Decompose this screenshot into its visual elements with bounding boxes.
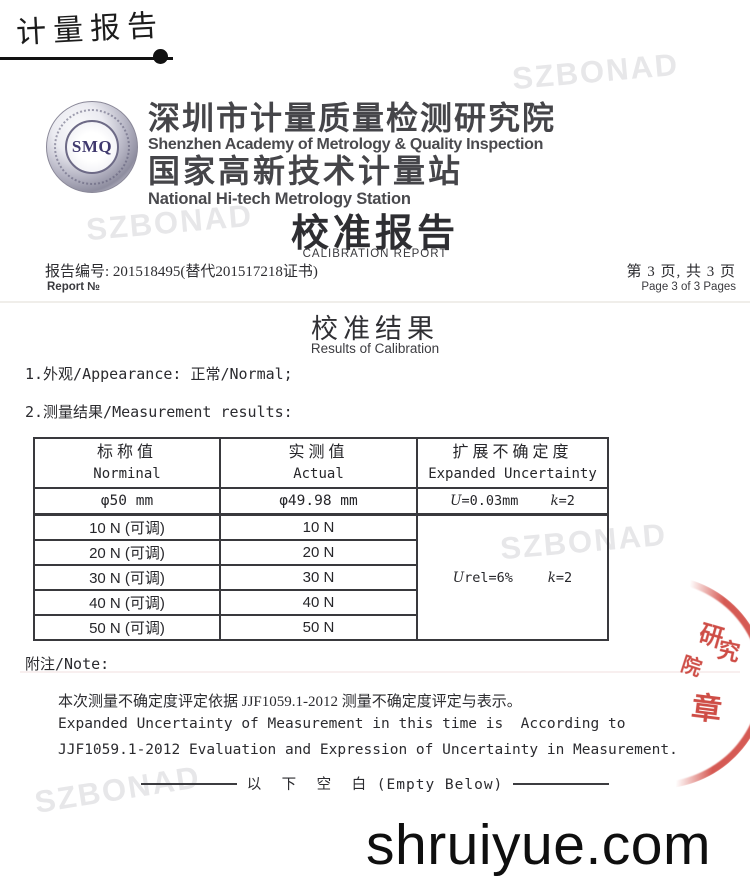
divider-dash-right [513, 782, 610, 785]
handwritten-dot [153, 49, 168, 64]
measurement-results-table: 标称值 Norminal 实测值 Actual 扩展不确定度 Expanded … [33, 437, 609, 641]
header-uncertainty-cn: 扩展不确定度 [452, 444, 573, 461]
force-nominal: 50 N (可调) [33, 614, 221, 641]
handwritten-title: 计量报告 [15, 9, 165, 50]
smq-logo-icon: SMQ [46, 101, 138, 193]
table-row-force: 50 N (可调) 50 N [33, 614, 608, 641]
report-number-label-en: Report № [47, 281, 101, 293]
diameter-nominal: φ50 mm [33, 487, 221, 516]
table-header-row: 标称值 Norminal 实测值 Actual 扩展不确定度 Expanded … [33, 437, 609, 489]
header-uncertainty-en: Expanded Uncertainty [428, 466, 597, 482]
station-name-cn: 国家高新技术计量站 [148, 153, 464, 189]
handwritten-underline [0, 57, 173, 60]
urel-value: Urel=6% [452, 569, 513, 586]
header-uncertainty: 扩展不确定度 Expanded Uncertainty [416, 437, 609, 489]
header-nominal: 标称值 Norminal [33, 437, 221, 489]
institute-header: 深圳市计量质量检测研究院 Shenzhen Academy of Metrolo… [148, 100, 556, 208]
force-nominal: 30 N (可调) [33, 564, 221, 591]
org-name-cn: 深圳市计量质量检测研究院 [148, 100, 557, 136]
header-actual-en: Actual [293, 466, 344, 482]
stamp-character: 章 [689, 691, 724, 728]
document-title-cn: 校准报告 [290, 213, 459, 255]
table-row-force: 10 N (可调) 10 N Urel=6% k=2 [33, 513, 609, 641]
scan-artifact-line [0, 301, 750, 303]
force-nominal: 10 N (可调) [33, 513, 221, 541]
k-value: k=2 [550, 493, 575, 509]
force-actual: 30 N [219, 564, 418, 591]
table-row-force: 40 N (可调) 40 N [33, 589, 608, 616]
empty-below-text: 以 下 空 白 (Empty Below) [246, 777, 504, 793]
measurement-result-label: 2.测量结果/Measurement results: [25, 403, 293, 421]
u-value: U=0.03mm [450, 493, 519, 509]
divider-dash-left [140, 782, 237, 785]
header-actual-cn: 实测值 [288, 444, 349, 461]
section-title-cn: 校准结果 [311, 314, 439, 344]
footer-site-text: shruiyue.com [366, 813, 711, 877]
page-number-cn: 第 3 页, 共 3 页 [626, 264, 736, 280]
force-actual: 50 N [219, 614, 418, 641]
appearance-result: 1.外观/Appearance: 正常/Normal; [25, 365, 293, 383]
k-value: k=2 [547, 569, 573, 586]
table-row-force: 30 N (可调) 30 N [33, 564, 608, 591]
note-label: 附注/Note: [25, 655, 110, 673]
note-line-1: 本次测量不确定度评定依据 JJF1059.1-2012 测量不确定度评定与表示。 [58, 694, 522, 710]
table-row-diameter: φ50 mm φ49.98 mm U=0.03mm k=2 [33, 487, 609, 516]
force-nominal: 20 N (可调) [33, 539, 221, 566]
diameter-actual: φ49.98 mm [219, 487, 418, 516]
force-actual: 40 N [219, 589, 418, 616]
header-nominal-en: Norminal [93, 466, 161, 482]
document-title-en: CALIBRATION REPORT [302, 248, 448, 260]
report-number: 报告编号: 201518495(替代201517218证书) [45, 264, 318, 280]
org-name-en: Shenzhen Academy of Metrology & Quality … [148, 136, 544, 153]
watermark: SZBONAD [510, 46, 681, 97]
force-actual: 20 N [219, 539, 418, 566]
force-uncertainty-merged: Urel=6% k=2 [416, 513, 609, 641]
section-title-en: Results of Calibration [310, 341, 440, 356]
force-actual: 10 N [219, 513, 418, 541]
table-row-force: 20 N (可调) 20 N [33, 539, 608, 566]
header-nominal-cn: 标称值 [96, 444, 157, 461]
header-actual: 实测值 Actual [219, 437, 418, 489]
empty-below-divider: 以 下 空 白 (Empty Below) [0, 773, 750, 794]
force-nominal: 40 N (可调) [33, 589, 221, 616]
diameter-uncertainty: U=0.03mm k=2 [416, 487, 609, 516]
station-name-en: National Hi-tech Metrology Station [148, 190, 411, 208]
page-number-en: Page 3 of 3 Pages [641, 281, 736, 293]
note-line-2: Expanded Uncertainty of Measurement in t… [58, 716, 626, 732]
note-line-3: JJF1059.1-2012 Evaluation and Expression… [58, 742, 678, 758]
scan-artifact-line [20, 671, 740, 673]
smq-logo-inner: SMQ [65, 120, 119, 174]
smq-logo-text: SMQ [71, 137, 113, 156]
